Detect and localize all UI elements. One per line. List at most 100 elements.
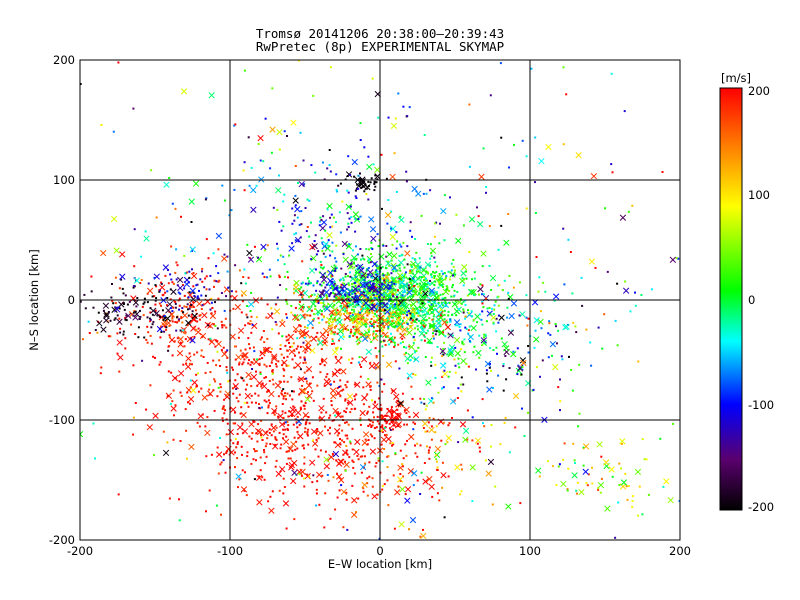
scatter-point xyxy=(566,488,569,491)
scatter-point-x xyxy=(264,346,271,353)
scatter-point-x xyxy=(318,405,325,412)
scatter-point xyxy=(375,333,378,336)
scatter-point xyxy=(287,424,290,427)
scatter-point xyxy=(468,103,471,106)
scatter-point xyxy=(366,494,369,497)
scatter-point xyxy=(650,288,653,291)
scatter-point xyxy=(114,302,117,305)
scatter-point-x xyxy=(397,400,404,407)
scatter-point xyxy=(312,94,315,97)
scatter-point-x xyxy=(480,250,487,257)
scatter-point xyxy=(335,244,338,247)
scatter-point xyxy=(397,289,399,292)
scatter-point xyxy=(330,324,333,327)
scatter-point xyxy=(283,422,286,425)
scatter-point xyxy=(430,356,433,359)
scatter-point xyxy=(383,383,386,386)
scatter-point xyxy=(330,332,333,335)
scatter-point xyxy=(441,375,444,378)
scatter-point xyxy=(380,416,383,418)
scatter-point xyxy=(206,361,209,364)
scatter-point-x xyxy=(298,303,305,310)
scatter-point xyxy=(436,345,439,348)
scatter-point xyxy=(94,329,97,331)
scatter-point xyxy=(319,260,322,263)
scatter-point xyxy=(362,449,365,452)
scatter-point xyxy=(497,314,500,317)
scatter-point-x xyxy=(362,431,370,438)
scatter-point xyxy=(462,308,465,311)
scatter-point xyxy=(332,291,335,294)
scatter-point-x xyxy=(467,288,475,296)
scatter-point xyxy=(364,277,367,280)
scatter-point xyxy=(287,338,290,341)
scatter-point xyxy=(348,335,351,338)
scatter-point xyxy=(563,442,566,445)
scatter-point xyxy=(351,285,354,288)
scatter-point xyxy=(400,245,403,248)
scatter-point xyxy=(166,304,168,307)
scatter-point xyxy=(364,455,366,458)
scatter-point xyxy=(373,437,376,440)
scatter-point xyxy=(275,405,278,408)
scatter-point-x xyxy=(271,407,278,415)
scatter-point-x xyxy=(377,314,385,322)
scatter-point-x xyxy=(298,388,306,395)
scatter-point xyxy=(243,401,246,404)
scatter-point-x xyxy=(425,379,432,386)
scatter-point xyxy=(407,296,409,299)
scatter-point xyxy=(385,422,388,425)
scatter-point xyxy=(132,286,135,289)
scatter-point-x xyxy=(385,407,393,415)
scatter-point xyxy=(468,325,471,328)
scatter-point xyxy=(416,325,419,328)
scatter-point xyxy=(370,297,372,300)
scatter-point xyxy=(151,295,154,298)
scatter-point-x xyxy=(294,206,301,213)
scatter-point xyxy=(303,378,306,380)
scatter-point xyxy=(574,325,577,328)
scatter-point xyxy=(374,174,377,177)
scatter-point xyxy=(357,458,360,461)
scatter-point xyxy=(287,276,289,279)
scatter-point xyxy=(428,457,431,460)
scatter-point xyxy=(327,334,329,337)
scatter-point xyxy=(521,139,524,142)
scatter-point xyxy=(241,377,244,380)
scatter-point xyxy=(141,359,144,362)
scatter-point xyxy=(357,187,360,190)
scatter-point xyxy=(362,257,364,260)
scatter-point xyxy=(329,66,332,69)
scatter-point xyxy=(109,335,112,338)
scatter-point xyxy=(386,308,389,311)
scatter-point-x xyxy=(208,338,215,346)
scatter-point xyxy=(368,288,371,291)
scatter-point xyxy=(250,394,253,397)
scatter-point xyxy=(380,429,383,432)
scatter-point xyxy=(224,471,227,474)
scatter-point-x xyxy=(319,331,326,338)
scatter-point xyxy=(402,291,405,294)
scatter-point xyxy=(375,356,378,359)
scatter-point xyxy=(154,356,156,359)
scatter-point xyxy=(360,318,363,321)
scatter-point xyxy=(462,224,465,227)
scatter-point-x xyxy=(562,324,569,331)
scatter-point xyxy=(399,473,402,475)
scatter-point-x xyxy=(190,272,198,280)
scatter-point xyxy=(396,417,399,420)
scatter-point xyxy=(340,415,343,418)
scatter-point xyxy=(507,213,510,215)
scatter-point xyxy=(186,303,189,306)
scatter-point-x xyxy=(164,315,171,322)
scatter-point xyxy=(197,372,200,375)
scatter-point xyxy=(225,295,227,298)
scatter-point xyxy=(393,336,396,339)
scatter-point-x xyxy=(345,171,353,178)
scatter-point-x xyxy=(299,468,306,475)
scatter-point-x xyxy=(354,438,361,446)
scatter-point xyxy=(308,422,311,425)
scatter-point xyxy=(467,329,470,332)
scatter-point xyxy=(83,293,86,296)
scatter-point xyxy=(345,491,348,494)
